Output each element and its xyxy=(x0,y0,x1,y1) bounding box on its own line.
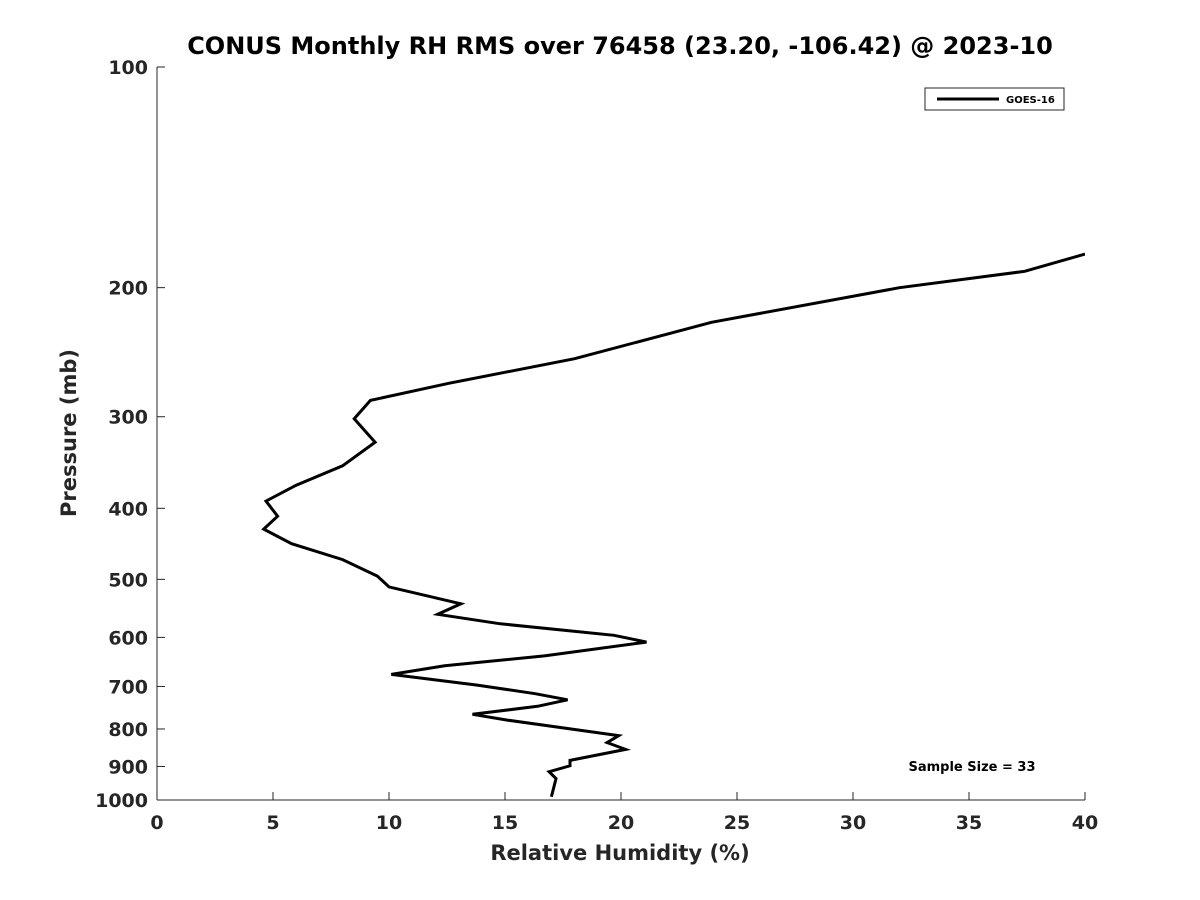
y-tick-label: 300 xyxy=(108,407,148,429)
series-line-goes-16 xyxy=(261,252,1085,798)
y-tick-label: 100 xyxy=(108,57,148,79)
y-tick-label: 200 xyxy=(108,278,148,300)
plot-area: 0 5 10 15 20 25 30 35 40 100 200 300 400 500 600 700 800… xyxy=(95,57,1098,834)
x-axis-label: Relative Humidity (%) xyxy=(490,841,749,865)
y-tick-label: 600 xyxy=(108,627,148,649)
x-tick-label: 20 xyxy=(608,812,634,834)
x-tick-label: 35 xyxy=(956,812,982,834)
y-tick-label: 400 xyxy=(108,498,148,520)
legend-label-goes-16: GOES-16 xyxy=(1006,95,1055,106)
x-tick-label: 25 xyxy=(724,812,750,834)
x-tick-label: 0 xyxy=(150,812,163,834)
x-tick-label: 30 xyxy=(840,812,866,834)
y-tick-label: 800 xyxy=(108,719,148,741)
x-tick-label: 5 xyxy=(266,812,279,834)
x-tick-label: 40 xyxy=(1072,812,1098,834)
y-tick-label: 700 xyxy=(108,676,148,698)
y-tick-label: 500 xyxy=(108,569,148,591)
chart-title: CONUS Monthly RH RMS over 76458 (23.20, … xyxy=(187,32,1053,60)
legend: GOES-16 xyxy=(924,87,1065,111)
sample-size-annotation: Sample Size = 33 xyxy=(908,760,1035,775)
x-tick-label: 15 xyxy=(492,812,518,834)
x-tick-label: 10 xyxy=(376,812,402,834)
y-tick-label: 900 xyxy=(108,756,148,778)
y-axis-label: Pressure (mb) xyxy=(57,349,81,517)
y-tick-label: 1000 xyxy=(95,790,148,812)
